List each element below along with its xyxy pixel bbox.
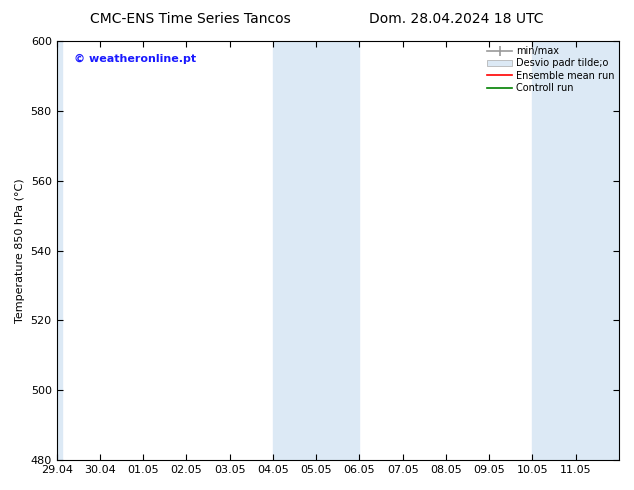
Bar	[533, 41, 619, 460]
Bar	[273, 41, 359, 460]
Y-axis label: Temperature 850 hPa (°C): Temperature 850 hPa (°C)	[15, 178, 25, 323]
Text: © weatheronline.pt: © weatheronline.pt	[74, 53, 196, 64]
Legend: min/max, Desvio padr tilde;o, Ensemble mean run, Controll run: min/max, Desvio padr tilde;o, Ensemble m…	[486, 44, 616, 95]
Text: CMC-ENS Time Series Tancos: CMC-ENS Time Series Tancos	[90, 12, 290, 26]
Bar	[56, 41, 62, 460]
Text: Dom. 28.04.2024 18 UTC: Dom. 28.04.2024 18 UTC	[369, 12, 544, 26]
